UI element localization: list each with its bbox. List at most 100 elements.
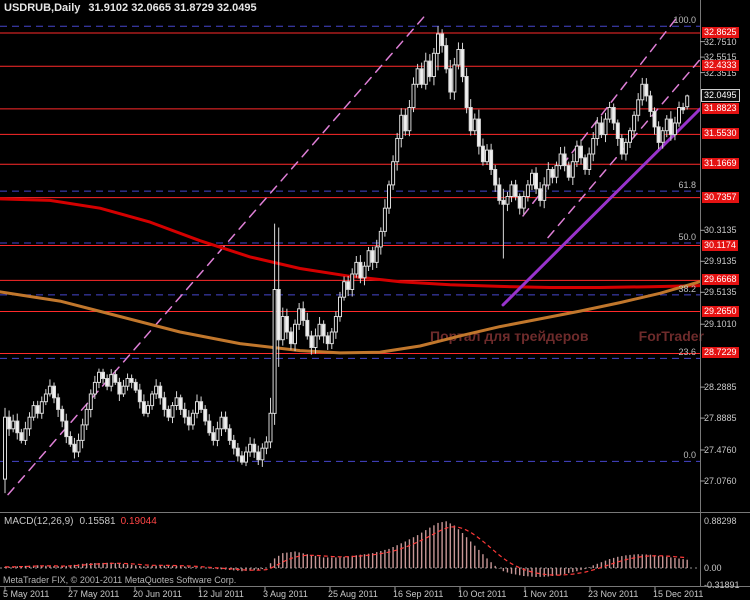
candle-bear xyxy=(480,145,485,163)
candle-bull xyxy=(374,246,379,263)
candle-bear xyxy=(489,149,494,171)
candle-bear xyxy=(358,261,363,279)
candle-bear xyxy=(239,455,244,463)
candle-bull xyxy=(558,153,563,167)
candle-bear xyxy=(7,416,12,430)
candle-bear xyxy=(186,416,191,426)
candle-bear xyxy=(309,335,314,348)
time-axis[interactable] xyxy=(0,587,750,600)
candle-bull xyxy=(591,138,596,155)
candle-bull xyxy=(264,441,269,449)
chart-title: USDRUB,Daily 31.9102 32.0665 31.8729 32.0… xyxy=(4,2,257,14)
candle-bull xyxy=(391,161,396,186)
candle-bull xyxy=(574,145,579,163)
candle-bull xyxy=(109,374,114,387)
candle-bull xyxy=(415,68,420,85)
macd-panel xyxy=(0,521,700,577)
candle-bull xyxy=(423,60,428,85)
candle-bull xyxy=(542,184,547,201)
candle-bear xyxy=(652,110,657,128)
candle-bull xyxy=(170,405,175,418)
candle-bull xyxy=(47,385,52,395)
price-axis[interactable] xyxy=(700,0,750,586)
candle-bear xyxy=(203,408,208,422)
candle-bear xyxy=(346,281,351,290)
candle-bull xyxy=(685,95,690,108)
candle-bull xyxy=(595,122,600,139)
candle-bear xyxy=(321,323,326,337)
candle-bear xyxy=(35,405,40,414)
candle-bear xyxy=(550,169,555,178)
candle-bear xyxy=(497,184,502,201)
candle-bear xyxy=(403,114,408,132)
candle-bull xyxy=(664,118,669,132)
candle-bull xyxy=(525,184,530,197)
candle-bull xyxy=(505,196,510,205)
candle-bull xyxy=(603,118,608,136)
candle-bull xyxy=(80,424,85,441)
macd-indicator-label: MACD(12,26,9) 0.15581 0.19044 xyxy=(4,516,157,527)
ma-slow-red xyxy=(0,197,700,289)
candle-bull xyxy=(436,33,440,54)
candle-bear xyxy=(566,165,571,178)
candle-bull xyxy=(628,130,632,143)
candle-bull xyxy=(338,296,342,318)
candle-bull xyxy=(509,184,514,197)
candle-bull xyxy=(350,273,355,290)
candle-bull xyxy=(39,401,44,414)
candle-bull xyxy=(97,371,101,383)
candle-bear xyxy=(72,443,77,453)
candle-bull xyxy=(636,99,641,116)
watermark-text-brand: ForTrader xyxy=(638,328,704,344)
candle-bear xyxy=(562,153,567,167)
candle-bull xyxy=(125,378,130,387)
candle-bear xyxy=(158,385,163,399)
trendline-purple xyxy=(501,107,700,307)
macd-signal-line xyxy=(5,526,688,576)
candle-bear xyxy=(141,401,146,414)
candle-bull xyxy=(154,385,159,395)
candle-bull xyxy=(456,49,461,66)
candle-bull xyxy=(623,141,628,155)
candle-bear xyxy=(301,308,306,321)
candle-bear xyxy=(476,118,481,147)
candle-bull xyxy=(472,118,477,132)
candle-bear xyxy=(113,374,118,383)
macd-main-value: 0.15581 xyxy=(79,516,116,527)
candle-bull xyxy=(244,451,248,463)
candle-bull xyxy=(31,405,36,418)
candle-bear xyxy=(668,118,673,136)
candle-bull xyxy=(354,261,359,275)
candle-bull xyxy=(554,165,559,178)
main-panel xyxy=(0,14,700,496)
candle-bear xyxy=(56,397,61,410)
candle-bull xyxy=(395,138,400,163)
candle-bear xyxy=(427,60,432,78)
candle-bull xyxy=(382,207,387,232)
candle-bull xyxy=(342,281,347,298)
candle-bear xyxy=(105,378,110,387)
candle-bull xyxy=(3,416,7,480)
trendline-pink-channel xyxy=(547,58,700,239)
candle-bear xyxy=(288,331,293,345)
candle-bear xyxy=(101,371,105,379)
watermark-text-ru: Портал для трейдеров xyxy=(430,328,589,344)
candle-bull xyxy=(84,408,89,426)
candle-bull xyxy=(431,52,436,77)
candle-bear xyxy=(52,385,56,399)
candle-bear xyxy=(207,420,212,434)
candle-bear xyxy=(513,184,518,197)
macd-signal-value: 0.19044 xyxy=(120,516,157,527)
candle-bull xyxy=(660,130,665,143)
candle-bull xyxy=(530,172,534,186)
candle-bear xyxy=(252,443,257,453)
candle-bull xyxy=(411,83,416,109)
candle-bull xyxy=(452,64,457,93)
candle-bull xyxy=(485,149,489,163)
candle-bear xyxy=(178,397,183,410)
candle-bull xyxy=(11,420,16,430)
ma-mid-orange xyxy=(0,280,700,355)
candle-bull xyxy=(190,412,195,426)
macd-name: MACD(12,26,9) xyxy=(4,516,74,527)
